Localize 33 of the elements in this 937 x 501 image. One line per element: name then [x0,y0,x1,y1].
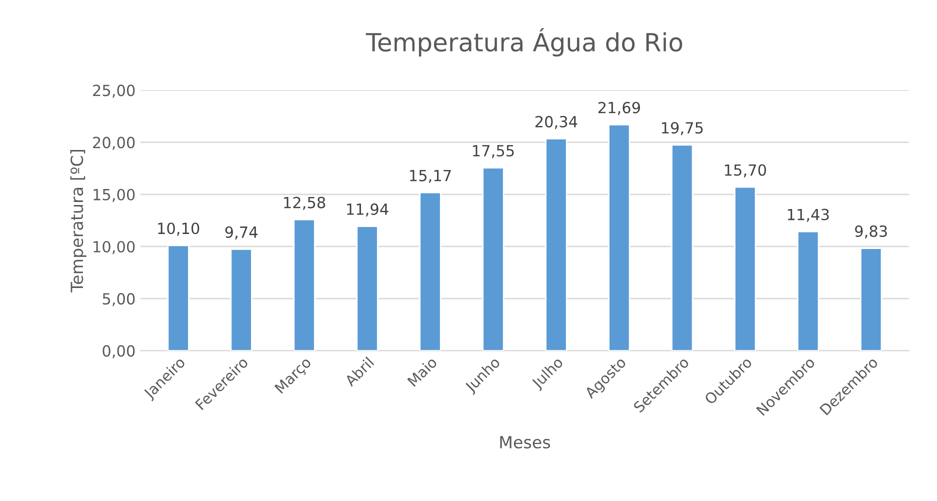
y-tick-label: 0,00 [102,345,135,358]
bar [734,186,756,351]
bar [860,248,882,351]
bar [545,138,568,351]
bar [482,167,504,351]
data-label: 19,75 [662,122,703,136]
bar [419,192,442,351]
data-label: 17,55 [473,145,514,158]
bar [293,218,316,351]
y-tick-label: 5,00 [102,293,135,306]
y-tick-label: 20,00 [93,136,135,150]
data-label: 15,17 [410,170,451,183]
x-axis-title: Meses [500,436,550,448]
bar [356,226,378,351]
y-tick-label: 10,00 [94,240,135,254]
data-label: 11,43 [788,208,829,222]
bar [230,248,252,351]
data-label: 9,83 [855,225,887,239]
bar [608,124,630,351]
data-label: 21,69 [598,102,640,115]
bar [167,244,190,351]
y-tick-label: 25,00 [93,84,135,98]
data-label: 11,94 [347,203,388,217]
data-label: 9,74 [225,226,258,240]
bar [797,230,820,351]
data-label: 12,58 [284,196,326,210]
y-axis-title: Temperatura [ºC] [70,150,86,292]
chart-title: Temperatura Água do Rio [366,28,682,56]
data-label: 10,10 [158,222,200,236]
y-tick-label: 15,00 [94,188,135,202]
data-label: 15,70 [724,164,766,178]
data-label: 20,34 [535,116,578,130]
bar [671,144,694,351]
